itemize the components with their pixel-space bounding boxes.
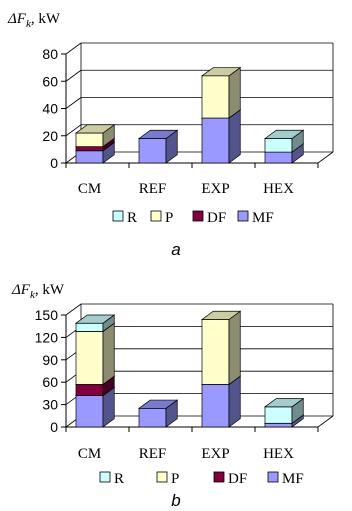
bar-side [228,375,241,428]
bar-segment-P-EXP [200,66,242,119]
bar-front [264,151,293,164]
bar-side [102,322,115,386]
y-tick-label: 120 [35,329,59,345]
legend-label-DF: DF [228,471,247,487]
bar-front [201,319,230,385]
bar-front [264,422,293,428]
legend-swatch-MF [237,210,249,222]
gridline-side [65,42,82,55]
bar-front [75,384,104,396]
x-tick-label: CM [78,446,101,462]
legend-swatch-DF [213,471,225,483]
y-tick-label: 0 [50,155,58,171]
legend-swatch-R [112,210,124,222]
y-tick-label: 60 [42,374,58,390]
bar-segment-R-HEX [263,129,305,153]
panel-label: b [171,491,180,510]
bar-front [75,331,104,385]
bar-segment-R-CM [74,314,116,333]
bar-side [228,310,241,386]
legend-label-R: R [114,471,124,487]
bar-front [264,138,293,153]
bar-segment-MF-REF [137,129,179,164]
bar-front [138,138,167,164]
bar-front [138,407,167,428]
bar-front [75,132,104,147]
bar-top [74,124,116,134]
legend-swatch-P [150,210,162,222]
bar-top [137,129,179,139]
bar-front [75,146,104,152]
floor-edge [317,415,334,428]
x-tick-label: REF [139,181,167,197]
y-tick-label: 150 [35,307,59,323]
y-tick-label: 30 [42,397,58,413]
legend-swatch-DF [192,210,204,222]
chart-panel-a: 0 20 40 60 80 CM REF EXP HEX ΔFk, kW R P DF MF a [7,11,334,259]
legend-label-R: R [127,210,137,226]
legend-swatch-MF [267,471,279,483]
bar-top [200,67,242,77]
y-axis-title: ΔFk, kW [7,11,61,30]
x-tick-label: CM [78,181,101,197]
bar-segment-P-EXP [200,310,242,386]
bar-front [264,406,293,424]
y-tick-label: 40 [42,101,58,117]
bar-segment-P-CM [74,322,116,386]
y-axis-title: ΔFk, kW [11,282,65,301]
floor-edge [317,151,334,164]
bar-segment-R-HEX [263,397,305,424]
bar-top [263,398,305,408]
x-tick-label: EXP [201,181,229,197]
bar-front [75,322,104,332]
bar-front [201,384,230,428]
legend-label-DF: DF [207,210,226,226]
y-tick-label: 60 [42,73,58,89]
gridline-side [65,303,82,316]
gridline-side [65,97,82,109]
legend-swatch-P [156,471,168,483]
bar-segment-P-CM [74,124,116,148]
x-tick-label: REF [139,446,167,462]
gridline-side [65,124,82,137]
y-tick-label: 20 [42,128,58,144]
bar-front [75,150,104,164]
y-tick-label: 90 [42,352,58,368]
legend-swatch-R [99,471,111,483]
y-tick-label: 0 [50,419,58,435]
panel-label: a [171,240,180,259]
y-tick-label: 80 [42,46,58,62]
bar-top [74,314,116,324]
bar-segment-MF-REF [137,399,179,428]
legend-label-MF: MF [282,471,304,487]
gridline-side [65,69,82,82]
bar-front [201,117,230,164]
bar-top [137,399,179,409]
bar-front [75,395,104,428]
legend-label-MF: MF [252,210,274,226]
chart-panel-b: 0 30 60 90 120 150 CM REF EXP HEX ΔFk, kW R P DF MF b [11,282,334,510]
x-tick-label: HEX [263,446,294,462]
bar-top [263,129,305,139]
bar-front [201,75,230,119]
x-tick-label: EXP [201,446,229,462]
bar-side [228,109,241,164]
bar-top [200,310,242,320]
legend-label-P: P [171,471,179,487]
legend-label-P: P [165,210,173,226]
x-tick-label: HEX [263,181,294,197]
bar-side [228,66,241,119]
